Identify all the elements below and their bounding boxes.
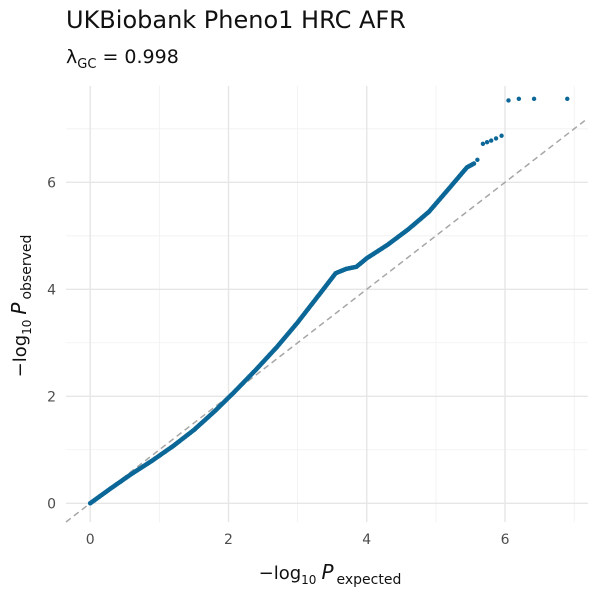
x-tick-label: 0: [86, 532, 95, 548]
data-point-tail: [506, 98, 511, 103]
data-points-layer: [87, 96, 570, 506]
x-tick-label: 2: [224, 532, 233, 548]
data-point: [471, 161, 477, 166]
lambda-value: 0.998: [124, 46, 179, 68]
data-point-tail: [565, 96, 570, 102]
y-tick-label: 0: [47, 496, 56, 512]
data-point-tail: [531, 96, 537, 102]
data-point-tail: [484, 139, 490, 145]
data-point-tail: [480, 141, 486, 146]
identity-reference-line: [65, 117, 589, 523]
y-axis-title: −log10Pobserved: [7, 235, 35, 378]
y-tick-label: 4: [47, 282, 56, 298]
x-tick-label: 6: [501, 532, 510, 548]
lambda-symbol: λ: [66, 46, 78, 68]
data-point-tail: [493, 136, 499, 141]
y-tick-label: 2: [47, 389, 56, 405]
reference-line-layer: [65, 117, 589, 523]
lambda-subscript: GC: [77, 56, 97, 72]
x-tick-label: 4: [362, 532, 371, 548]
y-tick-label: 6: [47, 175, 56, 191]
chart-subtitle: λGC = 0.998: [66, 46, 179, 72]
grid-layer: [66, 86, 588, 522]
tick-labels-layer: 0 2 4 6 0 2 4 6: [47, 175, 509, 548]
data-point-tail: [475, 157, 480, 163]
subtitle-equals: =: [102, 46, 119, 68]
data-point-tail: [499, 133, 504, 138]
chart-title: UKBiobank Pheno1 HRC AFR: [66, 6, 406, 34]
data-point-tail: [489, 138, 494, 143]
data-point-tail: [516, 96, 522, 102]
